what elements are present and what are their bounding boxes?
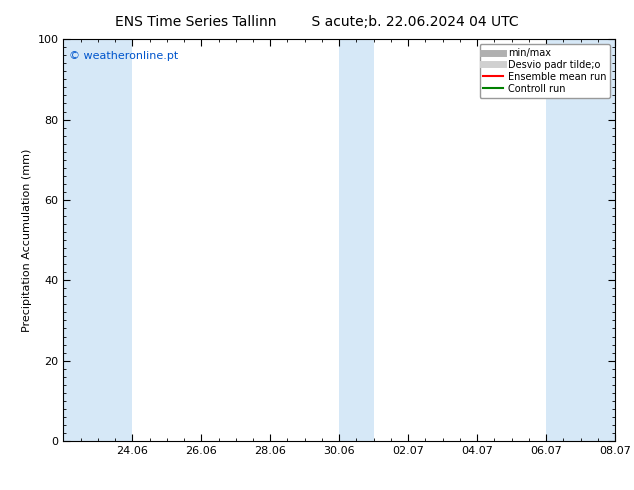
Legend: min/max, Desvio padr tilde;o, Ensemble mean run, Controll run: min/max, Desvio padr tilde;o, Ensemble m…	[479, 44, 610, 98]
Y-axis label: Precipitation Accumulation (mm): Precipitation Accumulation (mm)	[22, 148, 32, 332]
Text: © weatheronline.pt: © weatheronline.pt	[69, 51, 178, 61]
Bar	[63, 39, 133, 441]
Text: ENS Time Series Tallinn        S acute;b. 22.06.2024 04 UTC: ENS Time Series Tallinn S acute;b. 22.06…	[115, 15, 519, 29]
Bar	[546, 39, 615, 441]
Bar	[339, 39, 373, 441]
